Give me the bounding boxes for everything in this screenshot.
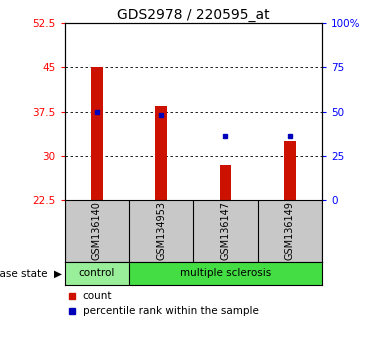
Bar xyxy=(91,67,103,200)
Text: count: count xyxy=(83,291,112,301)
Text: control: control xyxy=(79,268,115,279)
Text: GSM136149: GSM136149 xyxy=(285,201,295,261)
Text: disease state  ▶: disease state ▶ xyxy=(0,268,61,279)
Text: GSM136147: GSM136147 xyxy=(221,201,231,261)
Text: multiple sclerosis: multiple sclerosis xyxy=(180,268,271,279)
Text: percentile rank within the sample: percentile rank within the sample xyxy=(83,306,259,316)
Bar xyxy=(65,262,129,285)
Bar xyxy=(155,105,167,200)
Bar xyxy=(284,141,296,200)
Bar xyxy=(220,165,231,200)
Text: GSM134953: GSM134953 xyxy=(156,201,166,261)
Text: GSM136140: GSM136140 xyxy=(92,201,102,261)
Title: GDS2978 / 220595_at: GDS2978 / 220595_at xyxy=(117,8,270,22)
Bar xyxy=(129,262,322,285)
